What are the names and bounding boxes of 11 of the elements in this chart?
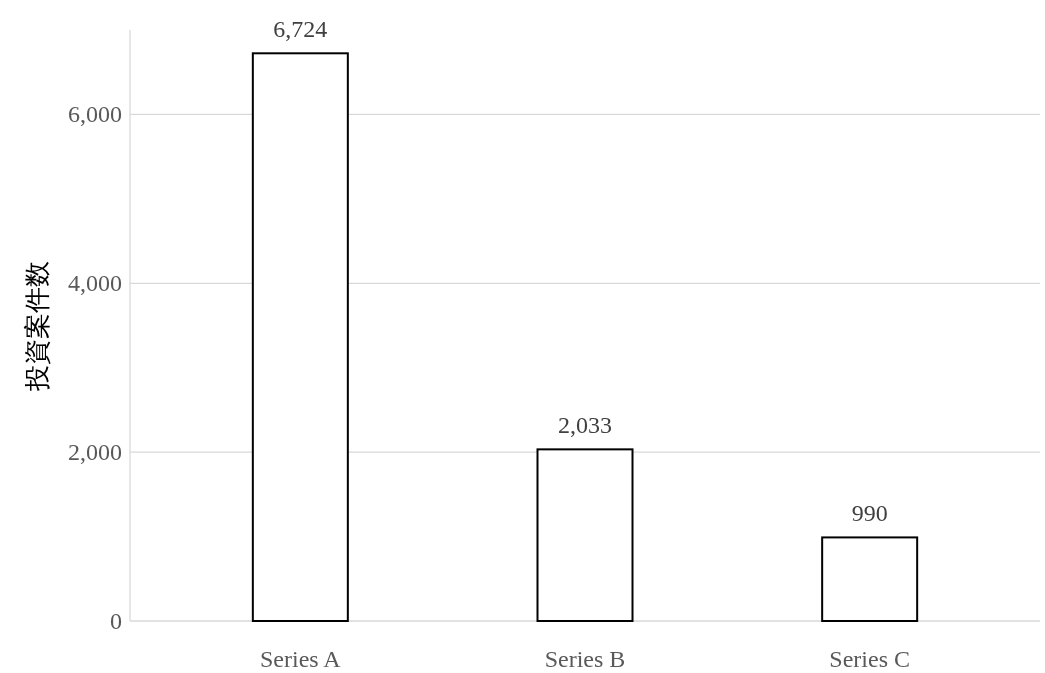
y-axis-title: 投資案件数 [23,260,52,392]
data-label: 2,033 [558,412,612,439]
x-tick-label: Series C [829,646,910,672]
x-tick-label: Series A [260,646,342,672]
data-label: 990 [851,500,888,527]
y-tick-label: 6,000 [68,101,122,128]
data-label: 6,724 [273,16,328,43]
y-tick-label: 0 [110,608,122,634]
x-tick-label: Series B [544,646,626,672]
y-tick-label: 4,000 [68,270,122,297]
y-tick-label: 2,000 [68,439,122,466]
